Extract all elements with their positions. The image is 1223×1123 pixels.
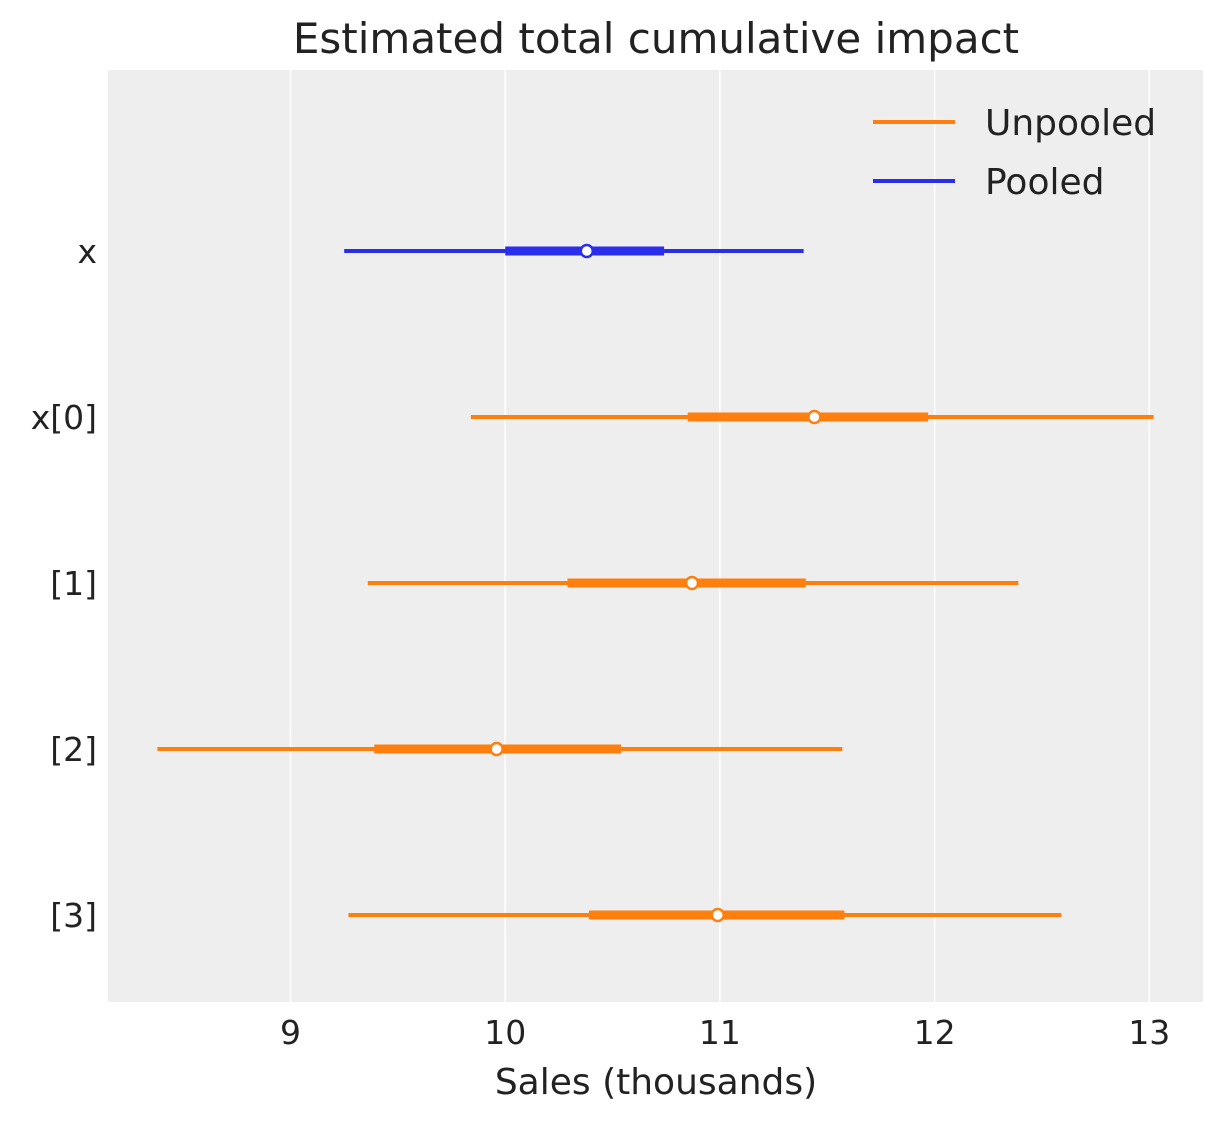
median-marker (807, 409, 822, 425)
median-marker (710, 907, 726, 923)
legend-label: Unpooled (985, 103, 1156, 144)
median-marker (684, 575, 700, 591)
y-tick-label: [1] (50, 564, 97, 603)
y-tick-label: x (77, 232, 97, 271)
x-axis-label: Sales (thousands) (495, 1062, 817, 1103)
y-tick-label: x[0] (31, 398, 97, 437)
median-marker (489, 741, 504, 757)
y-tick-label: [3] (50, 896, 97, 935)
y-tick-labels: x x[0] [1] [2] [3] (31, 232, 97, 935)
x-tick-label: 12 (914, 1013, 956, 1052)
x-tick-label: 9 (280, 1013, 301, 1052)
y-tick-label: [2] (50, 730, 97, 769)
legend-label: Pooled (985, 162, 1104, 203)
legend: Unpooled Pooled (873, 103, 1156, 203)
median-marker (579, 243, 595, 259)
plot-background (108, 70, 1203, 1002)
x-tick-label: 11 (699, 1013, 741, 1052)
x-tick-label: 10 (484, 1013, 526, 1052)
x-tick-labels: 9 10 11 12 13 (280, 1013, 1170, 1052)
x-tick-label: 13 (1128, 1013, 1170, 1052)
grid-lines (289, 70, 1151, 1002)
chart-title: Estimated total cumulative impact (293, 14, 1019, 63)
data-rows (157, 243, 1154, 923)
